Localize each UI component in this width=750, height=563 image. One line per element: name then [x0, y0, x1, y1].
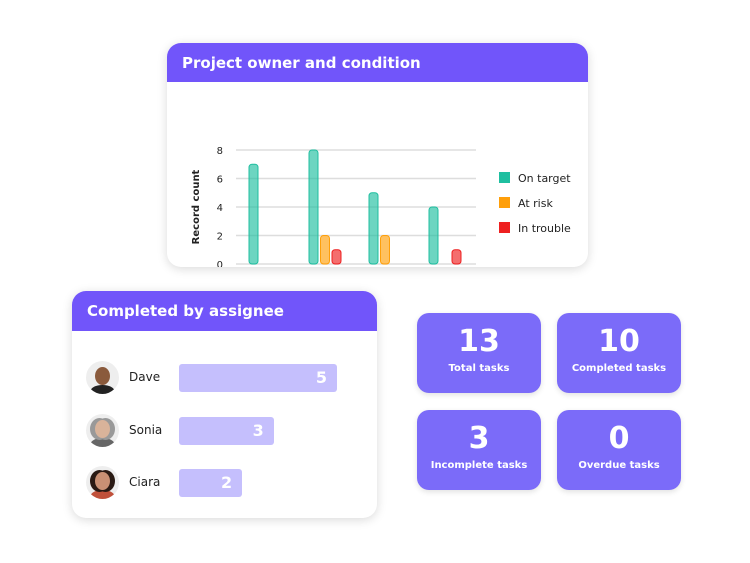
stat-value: 10 — [598, 324, 640, 359]
completed-by-assignee-card: Completed by assignee Dave 5 Sonia 3 Cia… — [72, 291, 377, 518]
assignee-row: Dave 5 — [72, 361, 377, 395]
assignee-row: Sonia 3 — [72, 414, 377, 448]
assignee-bar: 5 — [179, 364, 337, 392]
assignee-name: Sonia — [129, 423, 163, 437]
y-tick-label: 8 — [217, 146, 223, 157]
assignee-row: Ciara 2 — [72, 466, 377, 500]
y-tick-label: 4 — [217, 203, 223, 214]
stat-label: Total tasks — [448, 363, 510, 374]
bar-on-target — [428, 206, 439, 265]
bar-on-target — [308, 149, 319, 265]
bar-on-target — [368, 192, 379, 265]
stat-label: Completed tasks — [571, 363, 667, 374]
assignee-bar: 3 — [179, 417, 274, 445]
stat-total-tasks: 13 Total tasks — [417, 313, 541, 393]
stat-value: 3 — [468, 421, 490, 456]
bar-on-target — [248, 163, 259, 265]
bar-in-trouble — [451, 249, 462, 265]
stat-label: Overdue tasks — [578, 460, 660, 471]
stat-label: Incomplete tasks — [430, 460, 528, 471]
bar-at-risk — [380, 235, 390, 265]
avatar — [86, 361, 119, 394]
project-condition-card: Project owner and condition 0 2 4 6 8 Record … — [167, 43, 588, 267]
legend-swatch — [499, 172, 510, 183]
y-axis-label: Record count — [191, 169, 202, 244]
y-tick-label: 6 — [217, 175, 223, 186]
avatar — [86, 414, 119, 447]
legend-swatch — [499, 222, 510, 233]
legend-swatch — [499, 197, 510, 208]
legend-label: At risk — [518, 197, 553, 210]
bar-in-trouble — [331, 249, 342, 265]
y-tick-label: 2 — [217, 232, 223, 243]
legend-label: In trouble — [518, 222, 571, 235]
card-title: Project owner and condition — [167, 43, 588, 82]
bar-at-risk — [320, 235, 330, 265]
avatar — [86, 466, 119, 499]
stat-value: 13 — [458, 324, 500, 359]
assignee-name: Ciara — [129, 475, 161, 489]
y-tick-label: 0 — [217, 260, 223, 267]
assignee-bar: 2 — [179, 469, 243, 497]
card-title: Completed by assignee — [72, 291, 377, 331]
stat-completed-tasks: 10 Completed tasks — [557, 313, 681, 393]
stat-value: 0 — [608, 421, 630, 456]
assignee-name: Dave — [129, 370, 161, 384]
legend-label: On target — [518, 172, 571, 185]
stat-overdue-tasks: 0 Overdue tasks — [557, 410, 681, 490]
stat-incomplete-tasks: 3 Incomplete tasks — [417, 410, 541, 490]
